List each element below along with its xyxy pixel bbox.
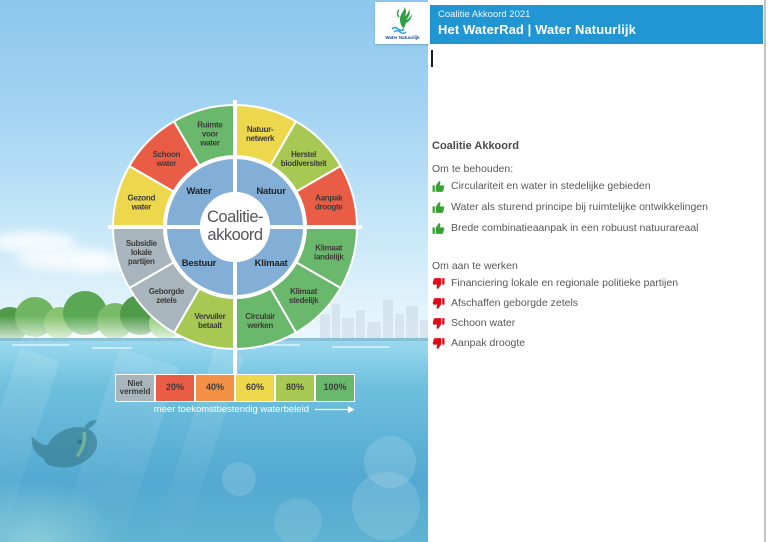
header-title: Het WaterRad | Water Natuurlijk — [438, 22, 636, 37]
list-item: Financiering lokale en regionale politie… — [432, 277, 678, 290]
bokeh-circle — [274, 498, 322, 542]
wheel-segment-label: Herstel biodiversiteit — [281, 150, 327, 168]
bokeh-circle — [222, 462, 256, 496]
water-reflection — [92, 347, 132, 349]
right-panel: Coalitie Akkoord Om te behouden: Circula… — [428, 0, 768, 542]
wheel-segment-label: Klimaat landelijk — [314, 244, 344, 262]
header-bar: Coalitie Akkoord 2021 Het WaterRad | Wat… — [430, 5, 763, 44]
list-item-text: Afschaffen geborgde zetels — [451, 297, 579, 309]
water-natuurlijk-logo: Water Natuurlijk — [375, 2, 430, 44]
wheel-segment-label: Natuur-netwerk — [246, 125, 275, 143]
wheel-quadrant-label-water: Water — [186, 186, 212, 197]
keep-list: Circulariteit en water in stedelijke geb… — [432, 180, 708, 243]
logo-text: Water Natuurlijk — [385, 35, 420, 40]
page-edge-line — [764, 0, 766, 542]
water-reflection — [12, 344, 70, 346]
waterrad-wheel: Coalitie-akkoord Natuur-netwerk Herstel bio… — [108, 100, 362, 374]
wheel-segment-label: Aanpak droogte — [315, 193, 344, 211]
wheel-segment-label: Ruimte voor water — [197, 120, 223, 147]
water-reflection — [332, 346, 390, 348]
list-item: Brede combinatieaanpak in een robuust na… — [432, 222, 708, 235]
list-item: Afschaffen geborgde zetels — [432, 297, 678, 310]
legend-caption: meer toekomstbestendig waterbeleid — [115, 404, 355, 415]
wheel-quadrant-label-klimaat: Klimaat — [255, 258, 289, 269]
list-item-text: Aanpak droogte — [451, 337, 526, 349]
legend-cell-80: 80% — [275, 374, 315, 402]
wheel-center-text: Coalitie- — [207, 208, 263, 226]
wheel-segment-label: Circulair werken — [245, 312, 275, 330]
legend-cell-niet_vermeld: Niet vermeld — [115, 374, 155, 402]
legend-cell-60: 60% — [235, 374, 275, 402]
wheel-segment-label: Schoon water — [153, 150, 181, 168]
list-item: Water als sturend principe bij ruimtelij… — [432, 201, 708, 214]
legend-cell-100: 100% — [315, 374, 355, 402]
thumb-up-icon — [432, 181, 445, 192]
fish-silhouette — [31, 420, 98, 468]
list-item-text: Schoon water — [451, 317, 516, 329]
thumb-down-icon — [432, 278, 445, 289]
list-item-text: Water als sturend principe bij ruimtelij… — [451, 201, 708, 213]
work-list: Financiering lokale en regionale politie… — [432, 277, 678, 357]
city-skyline — [320, 300, 428, 344]
legend-caption-text: meer toekomstbestendig waterbeleid — [153, 404, 309, 415]
illustration-background — [0, 0, 428, 542]
list-item-text: Brede combinatieaanpak in een robuust na… — [451, 222, 699, 234]
text-cursor[interactable] — [431, 50, 433, 67]
header-subtitle: Coalitie Akkoord 2021 — [438, 9, 531, 20]
wheel-center-circle — [200, 192, 270, 262]
wheel-segment-label: Subsidie lokale partijen — [126, 239, 158, 266]
work-section-title: Om aan te werken — [432, 260, 518, 272]
list-item-text: Circulariteit en water in stedelijke geb… — [451, 180, 651, 192]
otter-silhouette — [364, 436, 416, 488]
tree-water-logo-icon — [390, 7, 412, 34]
cloud — [0, 232, 75, 252]
thumb-up-icon — [432, 202, 445, 213]
arrow-right-icon — [315, 406, 355, 413]
thumb-down-icon — [432, 318, 445, 329]
keep-section-title: Om te behouden: — [432, 163, 514, 175]
legend-cell-40: 40% — [195, 374, 235, 402]
wheel-segment-label: Vervuiler betaalt — [194, 312, 225, 330]
water-reflection — [252, 344, 300, 346]
thumb-down-icon — [432, 338, 445, 349]
wheel-segment-label: Klimaat stedelijk — [289, 287, 319, 305]
list-item: Aanpak droogte — [432, 337, 678, 350]
wheel-center-text: akkoord — [207, 226, 263, 244]
otter-silhouette — [352, 472, 420, 540]
list-item: Schoon water — [432, 317, 678, 330]
list-item: Circulariteit en water in stedelijke geb… — [432, 180, 708, 193]
wheel-quadrant-label-bestuur: Bestuur — [182, 258, 217, 269]
thumb-up-icon — [432, 223, 445, 234]
thumb-down-icon — [432, 298, 445, 309]
legend-cell-20: 20% — [155, 374, 195, 402]
list-item-text: Financiering lokale en regionale politie… — [451, 277, 679, 289]
wheel-quadrant-label-natuur: Natuur — [256, 186, 286, 197]
panel-heading: Coalitie Akkoord — [432, 140, 519, 152]
score-legend: Niet vermeld 20% 40% 60% 80% 100% — [115, 374, 355, 402]
wheel-segment-label: Geborgde zetels — [149, 287, 185, 305]
wheel-segment-label: Gezond water — [128, 193, 156, 211]
